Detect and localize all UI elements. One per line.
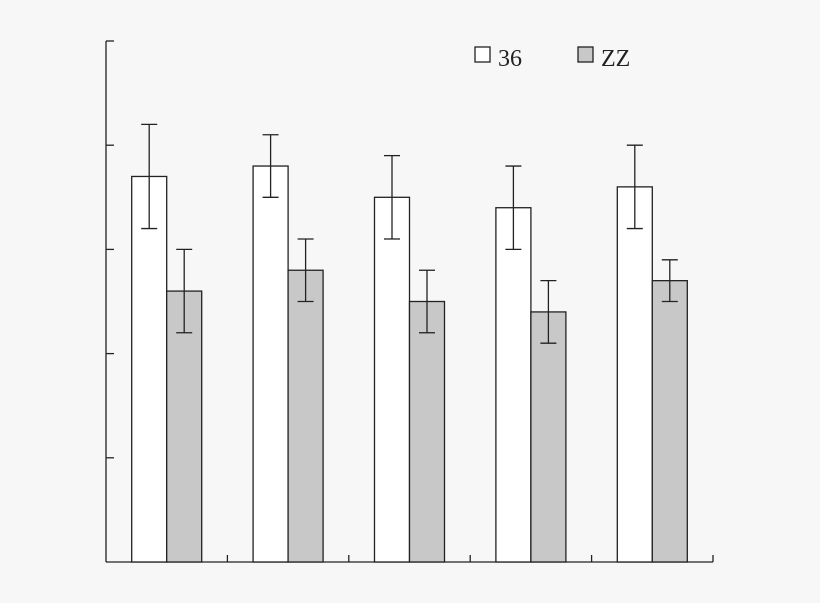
legend-label-series-1: ZZ — [601, 46, 630, 72]
bar-series-0-cat-1 — [252, 165, 289, 563]
legend-swatch-series-1 — [577, 46, 594, 63]
bar-series-1-cat-1 — [287, 269, 324, 563]
bar-series-0-cat-3 — [495, 207, 532, 563]
bar-series-0-cat-4 — [616, 186, 653, 563]
legend: 36 ZZ — [474, 46, 630, 72]
bar-series-0-cat-0 — [131, 175, 168, 563]
error-bars — [141, 123, 678, 344]
bar-series-0-cat-2 — [373, 196, 411, 563]
bar-series-1-cat-3 — [530, 311, 567, 563]
bar-series-1-cat-0 — [166, 290, 203, 563]
legend-label-series-0: 36 — [498, 46, 522, 72]
bar-series-1-cat-4 — [651, 280, 688, 563]
bar-series-1-cat-2 — [408, 300, 446, 563]
legend-swatch-series-0 — [474, 46, 491, 63]
bars — [131, 165, 688, 563]
